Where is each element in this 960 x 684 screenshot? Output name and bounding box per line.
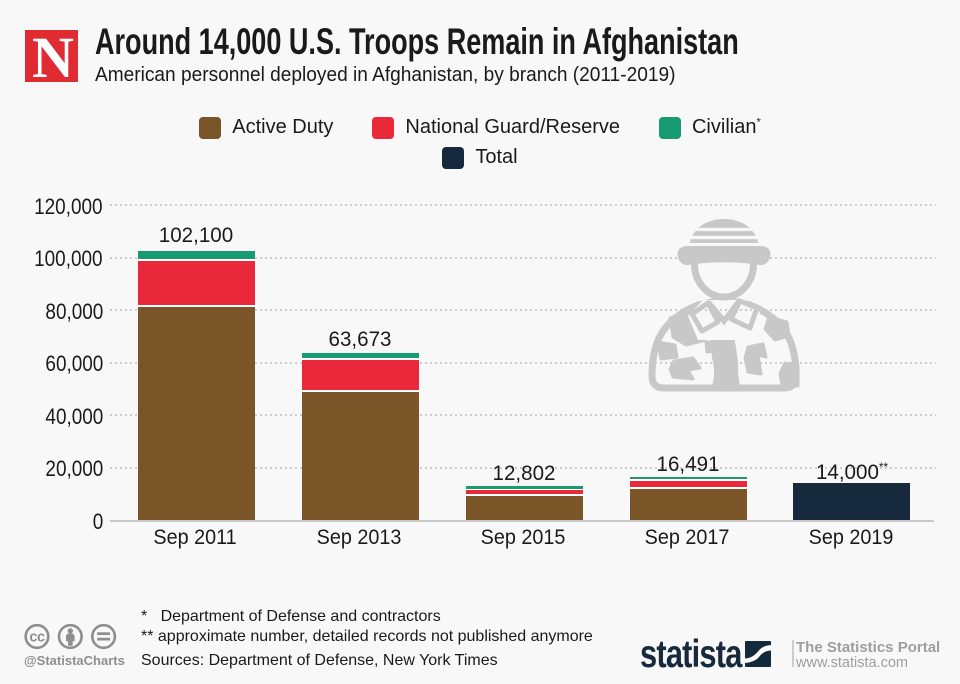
svg-text:cc: cc bbox=[29, 630, 45, 646]
